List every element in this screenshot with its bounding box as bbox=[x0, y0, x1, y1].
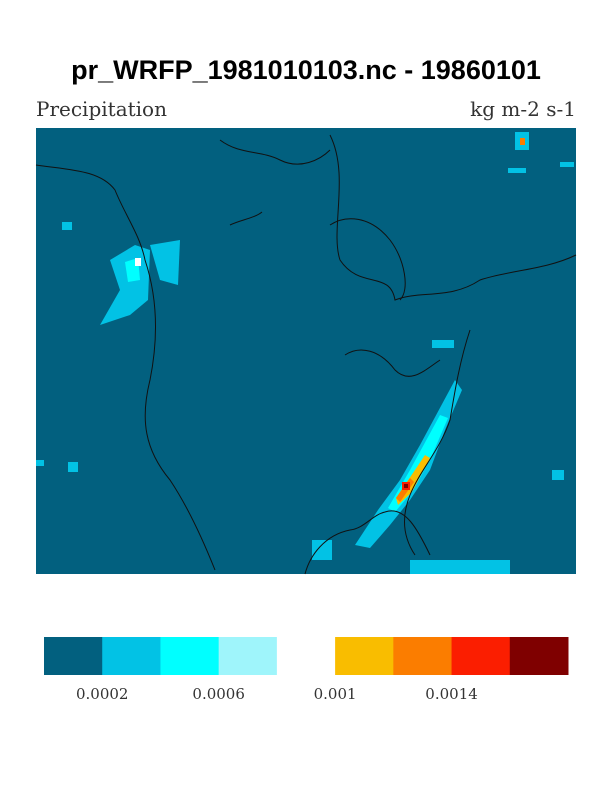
colorbar-box bbox=[44, 637, 103, 675]
colorbar-tick-label: 0.0014 bbox=[425, 685, 478, 703]
colorbar-box bbox=[509, 637, 569, 675]
map bbox=[35, 128, 577, 575]
right-label: kg m-2 s-1 bbox=[470, 97, 576, 121]
colorbar-box bbox=[335, 637, 394, 675]
title: pr_WRFP_1981010103.nc - 19860101 bbox=[71, 55, 541, 85]
precip-patches bbox=[36, 132, 574, 574]
colorbar-box bbox=[393, 637, 453, 675]
colorbar-box bbox=[218, 637, 278, 675]
colorbar-box bbox=[160, 637, 220, 675]
colorbar-box bbox=[276, 637, 336, 675]
map-background bbox=[36, 128, 576, 574]
colorbar-tick-label: 0.0006 bbox=[192, 685, 245, 703]
colorbar-box bbox=[451, 637, 511, 675]
colorbar-tick-label: 0.001 bbox=[314, 685, 357, 703]
left-label: Precipitation bbox=[36, 97, 167, 121]
coastlines bbox=[35, 134, 577, 575]
colorbar-tick-label: 0.0002 bbox=[76, 685, 129, 703]
colorbar: 0.0002 0.0006 0.001 0.0014 bbox=[44, 637, 569, 703]
colorbar-box bbox=[102, 637, 161, 675]
